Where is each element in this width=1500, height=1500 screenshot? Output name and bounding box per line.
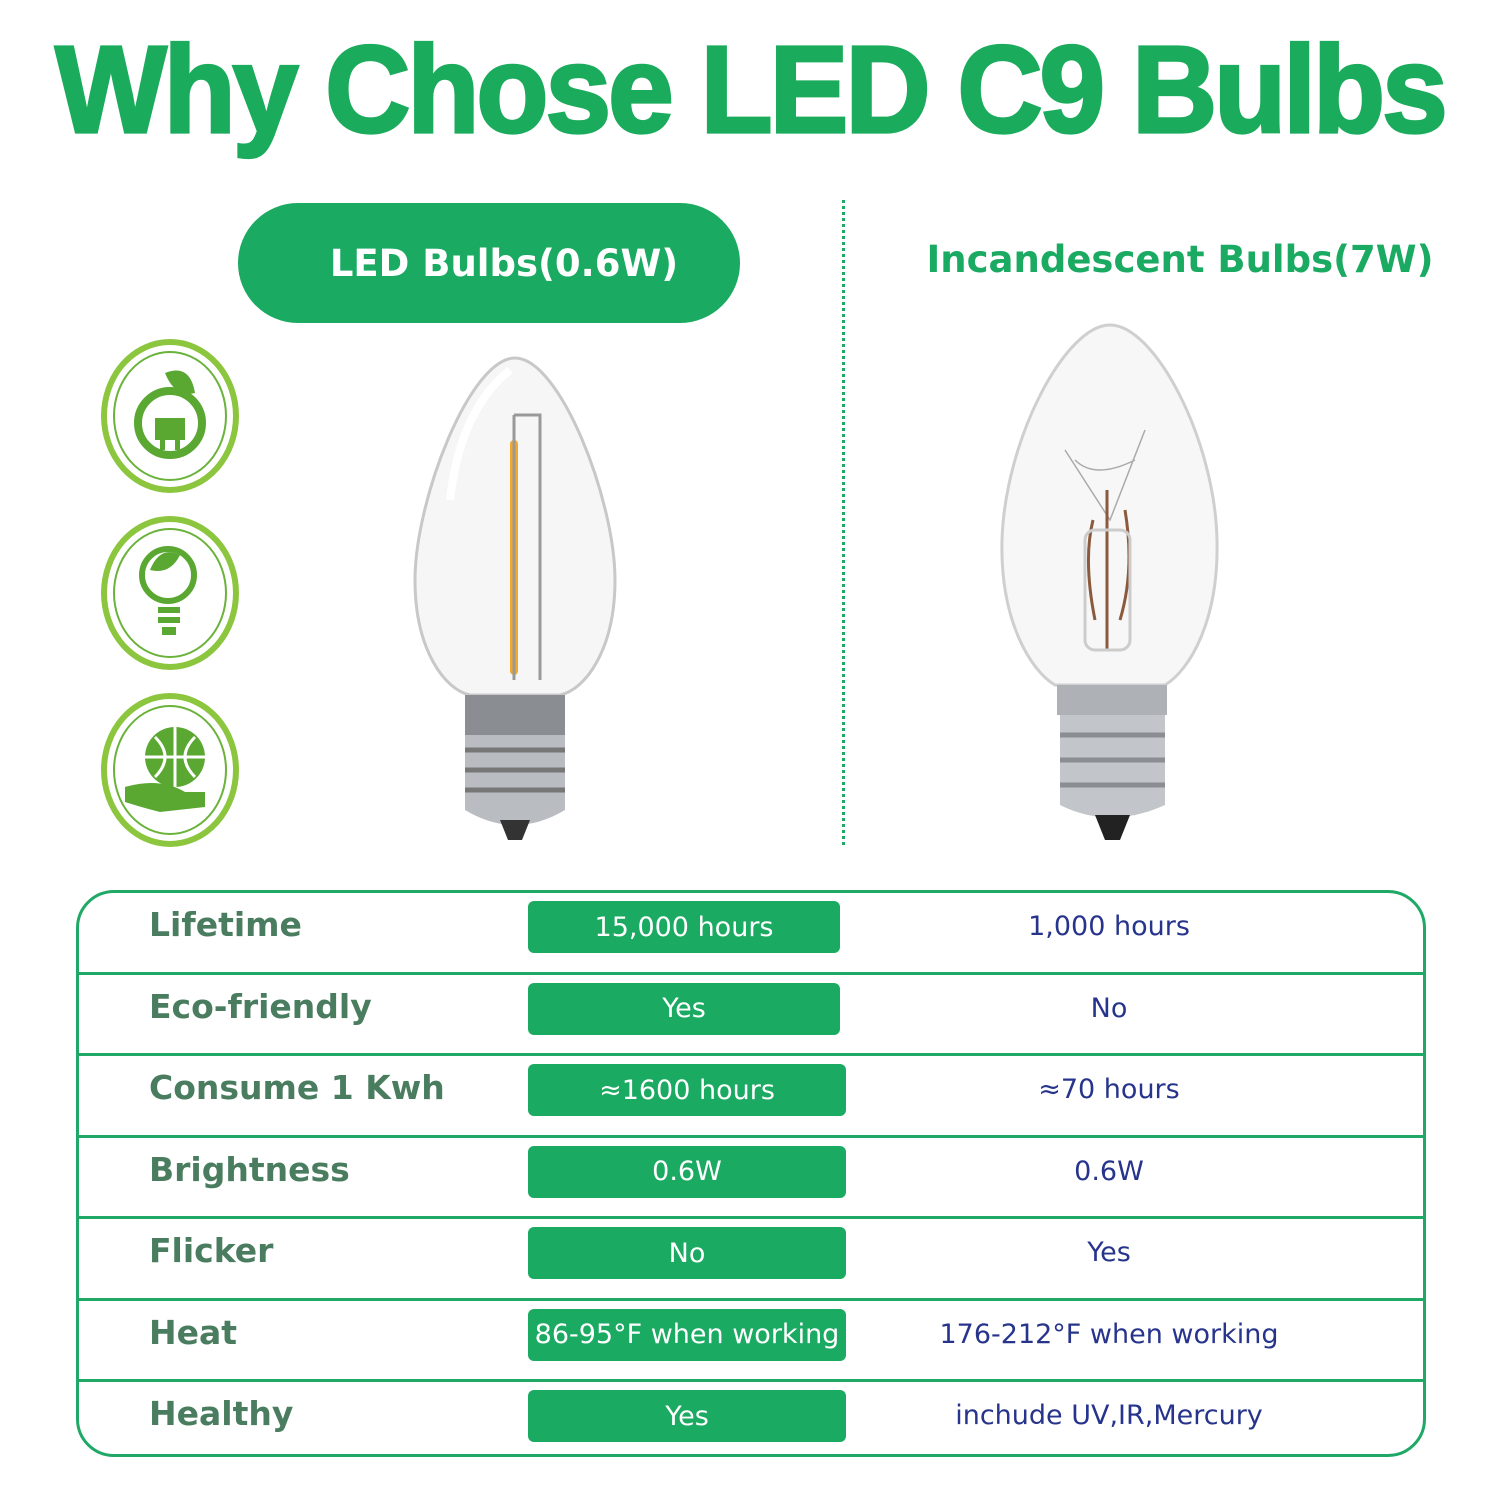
table-row: Consume 1 Kwh ≈1600 hours ≈70 hours: [79, 1056, 1423, 1138]
row-label: Brightness: [149, 1149, 350, 1189]
led-value: 86-95°F when working: [528, 1308, 846, 1361]
table-row: Lifetime 15,000 hours 1,000 hours: [79, 893, 1423, 975]
led-value: 0.6W: [528, 1145, 846, 1198]
comparison-table: Lifetime 15,000 hours 1,000 hours Eco-frie…: [76, 890, 1426, 1457]
led-value: 15,000 hours: [528, 901, 840, 953]
eco-bulb-icon: [101, 516, 239, 670]
incandescent-value: 0.6W: [1074, 1155, 1144, 1187]
led-bulb-image: [413, 356, 617, 840]
table-row: Healthy Yes inchude UV,IR,Mercury: [79, 1382, 1423, 1454]
incandescent-bulb-image: [1000, 323, 1219, 840]
led-value: No: [528, 1227, 846, 1279]
row-label: Lifetime: [149, 905, 302, 944]
incandescent-value: Yes: [1087, 1237, 1131, 1268]
led-bulbs-heading: LED Bulbs(0.6W): [238, 203, 740, 323]
column-divider: [842, 200, 845, 845]
incandescent-value: 1,000 hours: [1028, 911, 1190, 942]
row-label: Consume 1 Kwh: [149, 1068, 445, 1107]
led-value: Yes: [528, 982, 840, 1035]
incandescent-value: No: [1090, 992, 1128, 1024]
globe-hand-icon: [101, 693, 239, 847]
row-label: Healthy: [149, 1394, 294, 1433]
row-label: Flicker: [149, 1231, 274, 1270]
incandescent-value: 176-212°F when working: [939, 1318, 1279, 1350]
page-title: Why Chose LED C9 Bulbs: [54, 19, 1449, 161]
row-label: Heat: [149, 1312, 238, 1352]
table-row: Eco-friendly Yes No: [79, 975, 1423, 1056]
led-value: ≈1600 hours: [528, 1064, 846, 1116]
incandescent-value: inchude UV,IR,Mercury: [955, 1400, 1263, 1431]
table-row: Heat 86-95°F when working 176-212°F when w…: [79, 1301, 1423, 1382]
eco-plug-icon: [101, 339, 239, 493]
table-row: Brightness 0.6W 0.6W: [79, 1138, 1423, 1219]
row-label: Eco-friendly: [149, 986, 372, 1026]
led-value: Yes: [528, 1390, 846, 1442]
table-row: Flicker No Yes: [79, 1219, 1423, 1301]
incandescent-bulbs-heading: Incandescent Bulbs(7W): [926, 238, 1434, 281]
incandescent-value: ≈70 hours: [1038, 1074, 1180, 1105]
